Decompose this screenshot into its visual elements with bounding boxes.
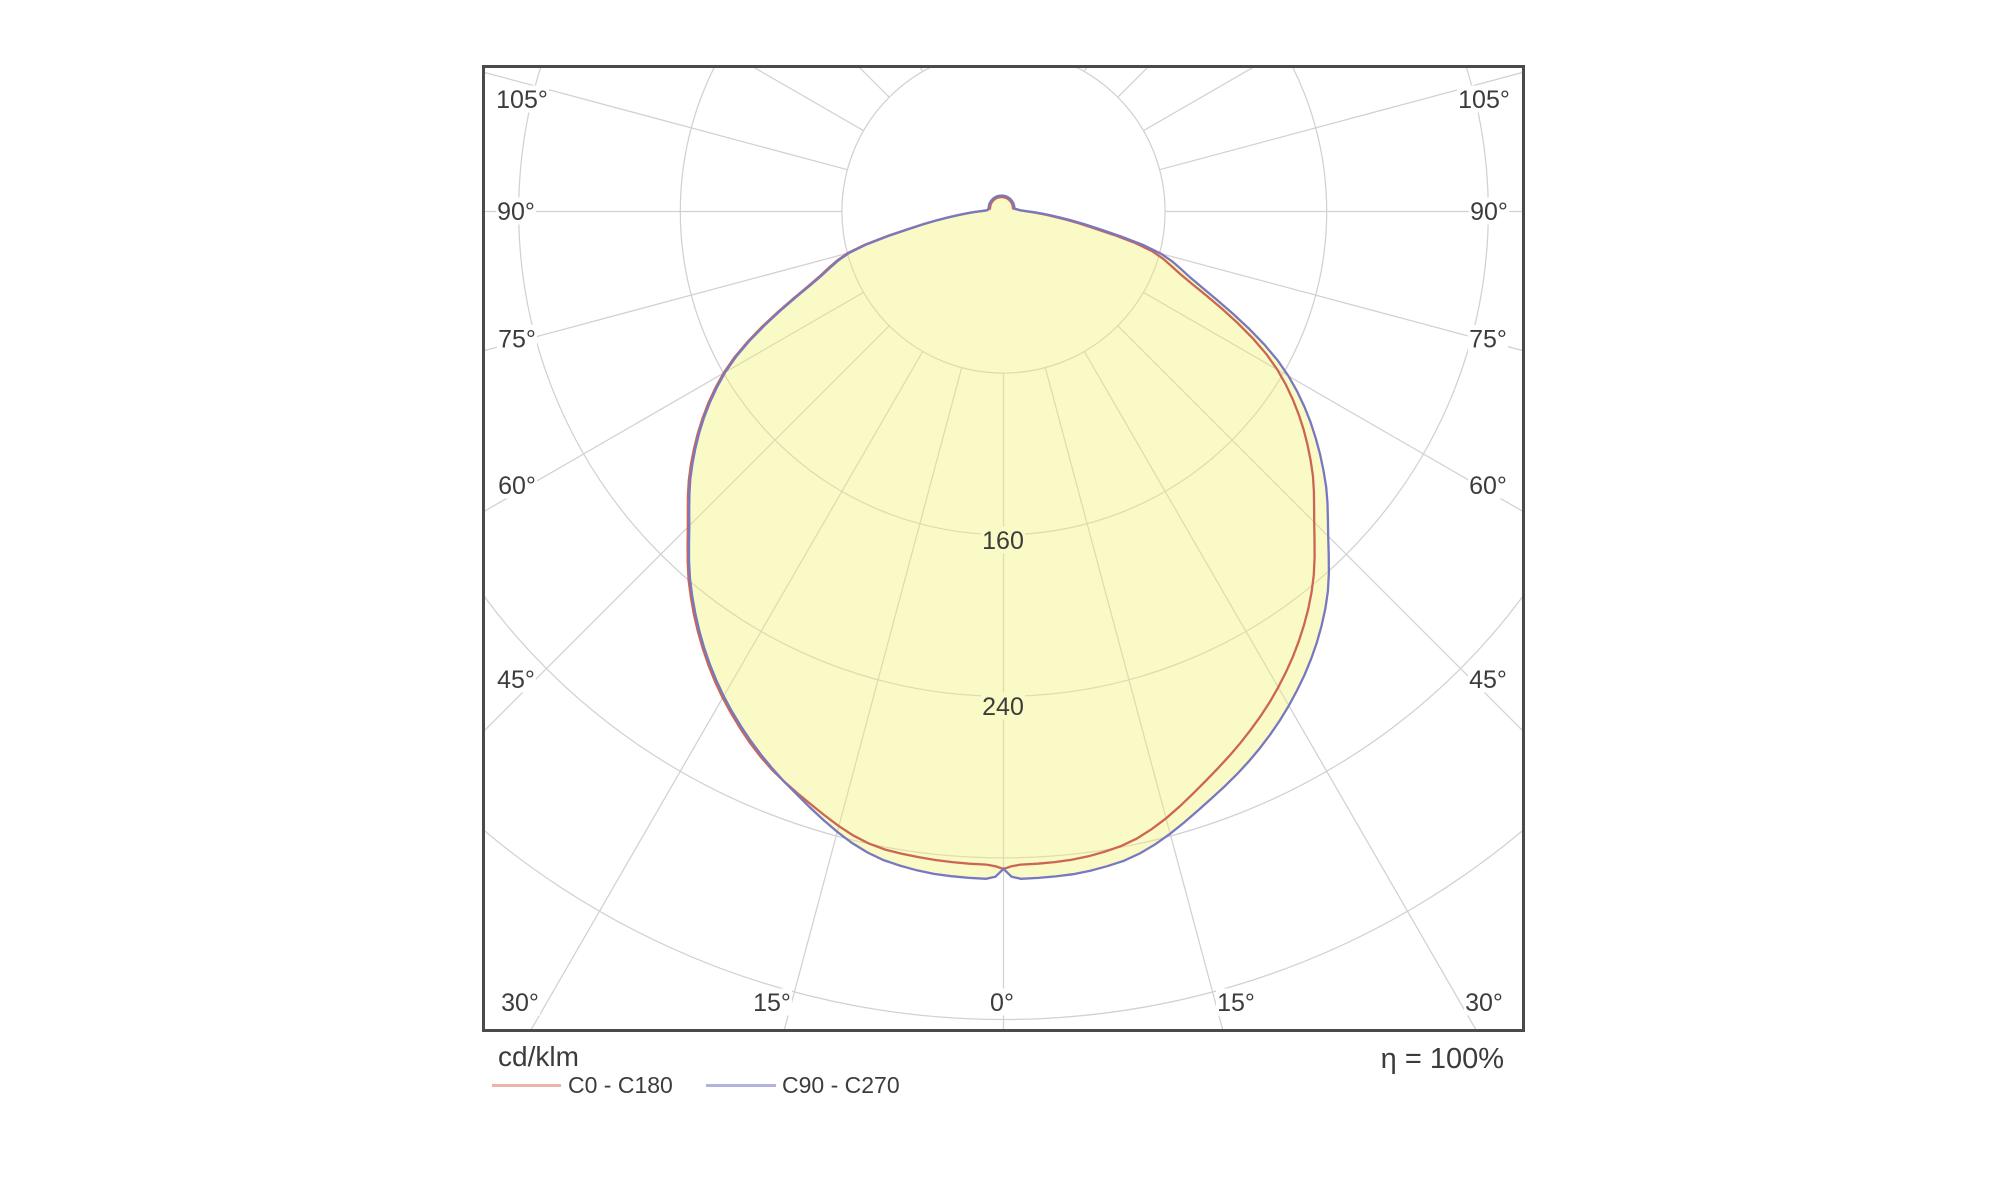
svg-text:160: 160 <box>982 527 1024 555</box>
svg-text:45°: 45° <box>497 666 535 694</box>
svg-text:90°: 90° <box>1470 198 1508 226</box>
svg-text:η = 100%: η = 100% <box>1381 1043 1504 1075</box>
svg-text:105°: 105° <box>496 86 548 114</box>
svg-text:cd/klm: cd/klm <box>498 1041 579 1072</box>
svg-text:0°: 0° <box>990 989 1014 1017</box>
svg-text:15°: 15° <box>753 989 791 1017</box>
svg-text:30°: 30° <box>1465 989 1503 1017</box>
svg-text:30°: 30° <box>501 989 539 1017</box>
svg-text:75°: 75° <box>498 325 536 353</box>
svg-text:C0 - C180: C0 - C180 <box>568 1072 673 1098</box>
svg-text:60°: 60° <box>498 472 536 500</box>
svg-text:60°: 60° <box>1469 472 1507 500</box>
svg-text:105°: 105° <box>1458 86 1510 114</box>
svg-text:240: 240 <box>982 693 1024 721</box>
svg-text:C90 - C270: C90 - C270 <box>782 1072 900 1098</box>
svg-text:75°: 75° <box>1469 325 1507 353</box>
svg-text:15°: 15° <box>1217 989 1255 1017</box>
svg-text:45°: 45° <box>1469 666 1507 694</box>
svg-text:90°: 90° <box>497 198 535 226</box>
